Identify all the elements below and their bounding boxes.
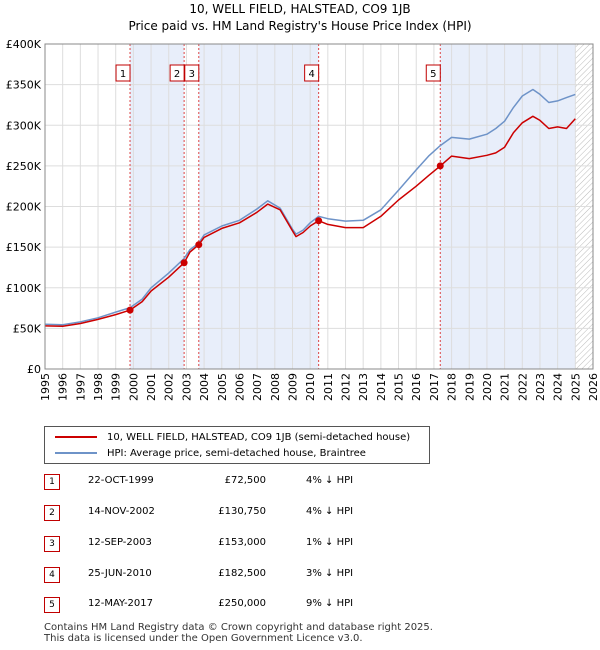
sale-number-label: 1 <box>120 69 126 80</box>
transaction-price: £130,750 <box>218 506 266 517</box>
transaction-hpi-diff: 1% ↓ HPI <box>306 537 354 548</box>
x-tick-label: 2000 <box>127 373 140 401</box>
sale-number-label: 5 <box>430 69 436 80</box>
sale-marker <box>436 162 444 170</box>
sale-number-box <box>304 64 320 82</box>
sale-number-label: 2 <box>174 69 180 80</box>
x-tick-label: 2008 <box>269 373 282 401</box>
legend-item-property: 10, WELL FIELD, HALSTEAD, CO9 1JB (semi-… <box>55 430 410 444</box>
x-tick-label: 1995 <box>39 373 52 401</box>
sale-number-box <box>115 64 131 82</box>
transaction-price: £182,500 <box>218 568 266 579</box>
footer-license: This data is licensed under the Open Gov… <box>44 633 363 644</box>
x-tick-label: 1998 <box>92 373 105 401</box>
sale-number-label: 4 <box>308 69 314 80</box>
chart-title: 10, WELL FIELD, HALSTEAD, CO9 1JB <box>189 2 411 16</box>
transaction-date: 12-MAY-2017 <box>88 598 154 609</box>
x-tick-label: 2009 <box>286 373 299 401</box>
x-tick-label: 1997 <box>74 373 87 401</box>
x-tick-label: 2007 <box>251 373 264 401</box>
x-tick-label: 2003 <box>180 373 193 401</box>
y-tick-label: £200K <box>6 201 42 214</box>
sale-number-box <box>184 64 200 82</box>
sale-marker <box>195 241 203 249</box>
y-tick-label: £350K <box>6 79 42 92</box>
transaction-date: 22-OCT-1999 <box>88 475 154 486</box>
x-tick-label: 2021 <box>499 373 512 401</box>
y-tick-label: £150K <box>6 241 42 254</box>
sale-number-box <box>425 64 441 82</box>
legend-item-hpi: HPI: Average price, semi-detached house,… <box>55 446 366 460</box>
y-tick-label: £400K <box>6 38 42 51</box>
x-tick-label: 2001 <box>145 373 158 401</box>
transaction-date: 14-NOV-2002 <box>88 506 155 517</box>
transaction-price: £250,000 <box>218 598 266 609</box>
x-tick-label: 2012 <box>340 373 353 401</box>
x-tick-label: 2022 <box>516 373 529 401</box>
transaction-hpi-diff: 4% ↓ HPI <box>306 475 354 486</box>
x-tick-label: 2013 <box>357 373 370 401</box>
transaction-price: £153,000 <box>218 537 266 548</box>
x-tick-label: 2025 <box>569 373 582 401</box>
y-tick-label: £250K <box>6 160 42 173</box>
legend-swatch-property <box>55 436 97 438</box>
x-tick-label: 2019 <box>463 373 476 401</box>
x-tick-label: 2017 <box>428 373 441 401</box>
x-tick-label: 2018 <box>446 373 459 401</box>
transaction-hpi-diff: 4% ↓ HPI <box>306 506 354 517</box>
legend-label-property: 10, WELL FIELD, HALSTEAD, CO9 1JB (semi-… <box>107 431 411 443</box>
x-tick-label: 2004 <box>198 373 211 401</box>
x-tick-label: 2011 <box>322 373 335 401</box>
property-price-line <box>44 115 576 328</box>
x-tick-label: 1999 <box>110 373 123 401</box>
sale-number-label: 3 <box>189 69 195 80</box>
transaction-date: 25-JUN-2010 <box>88 568 152 579</box>
x-tick-label: 2010 <box>304 373 317 401</box>
y-tick-label: £100K <box>6 282 42 295</box>
x-tick-label: 2023 <box>534 373 547 401</box>
y-tick-label: £300K <box>6 119 42 132</box>
sale-marker <box>315 217 323 225</box>
x-tick-label: 2020 <box>481 373 494 401</box>
sale-marker <box>180 259 188 267</box>
x-tick-label: 2016 <box>410 373 423 401</box>
legend-label-hpi: HPI: Average price, semi-detached house,… <box>107 447 366 459</box>
transaction-hpi-diff: 9% ↓ HPI <box>306 598 354 609</box>
transaction-hpi-diff: 3% ↓ HPI <box>306 568 354 579</box>
transaction-price: £72,500 <box>224 475 266 486</box>
legend-swatch-hpi <box>55 452 97 454</box>
chart-subtitle: Price paid vs. HM Land Registry's House … <box>128 19 472 33</box>
x-tick-label: 2026 <box>587 373 600 401</box>
sale-number-box <box>169 64 185 82</box>
x-tick-label: 2002 <box>163 373 176 401</box>
y-tick-label: £0 <box>27 363 41 376</box>
chart-legend: 10, WELL FIELD, HALSTEAD, CO9 1JB (semi-… <box>44 426 430 464</box>
sale-marker <box>126 306 134 314</box>
hpi-line <box>44 88 576 326</box>
transaction-number: 4 <box>44 567 60 583</box>
x-tick-label: 2014 <box>375 373 388 401</box>
plot-frame <box>44 43 594 370</box>
y-tick-label: £50K <box>13 322 42 335</box>
x-tick-label: 2024 <box>552 373 565 401</box>
x-tick-label: 1996 <box>57 373 70 401</box>
x-tick-label: 2005 <box>216 373 229 401</box>
transaction-number: 2 <box>44 505 60 521</box>
transaction-date: 12-SEP-2003 <box>88 537 152 548</box>
transaction-number: 1 <box>44 474 60 490</box>
transaction-number: 5 <box>44 597 60 613</box>
x-tick-label: 2006 <box>233 373 246 401</box>
footer-copyright: Contains HM Land Registry data © Crown c… <box>44 622 433 633</box>
transaction-number: 3 <box>44 536 60 552</box>
x-tick-label: 2015 <box>393 373 406 401</box>
